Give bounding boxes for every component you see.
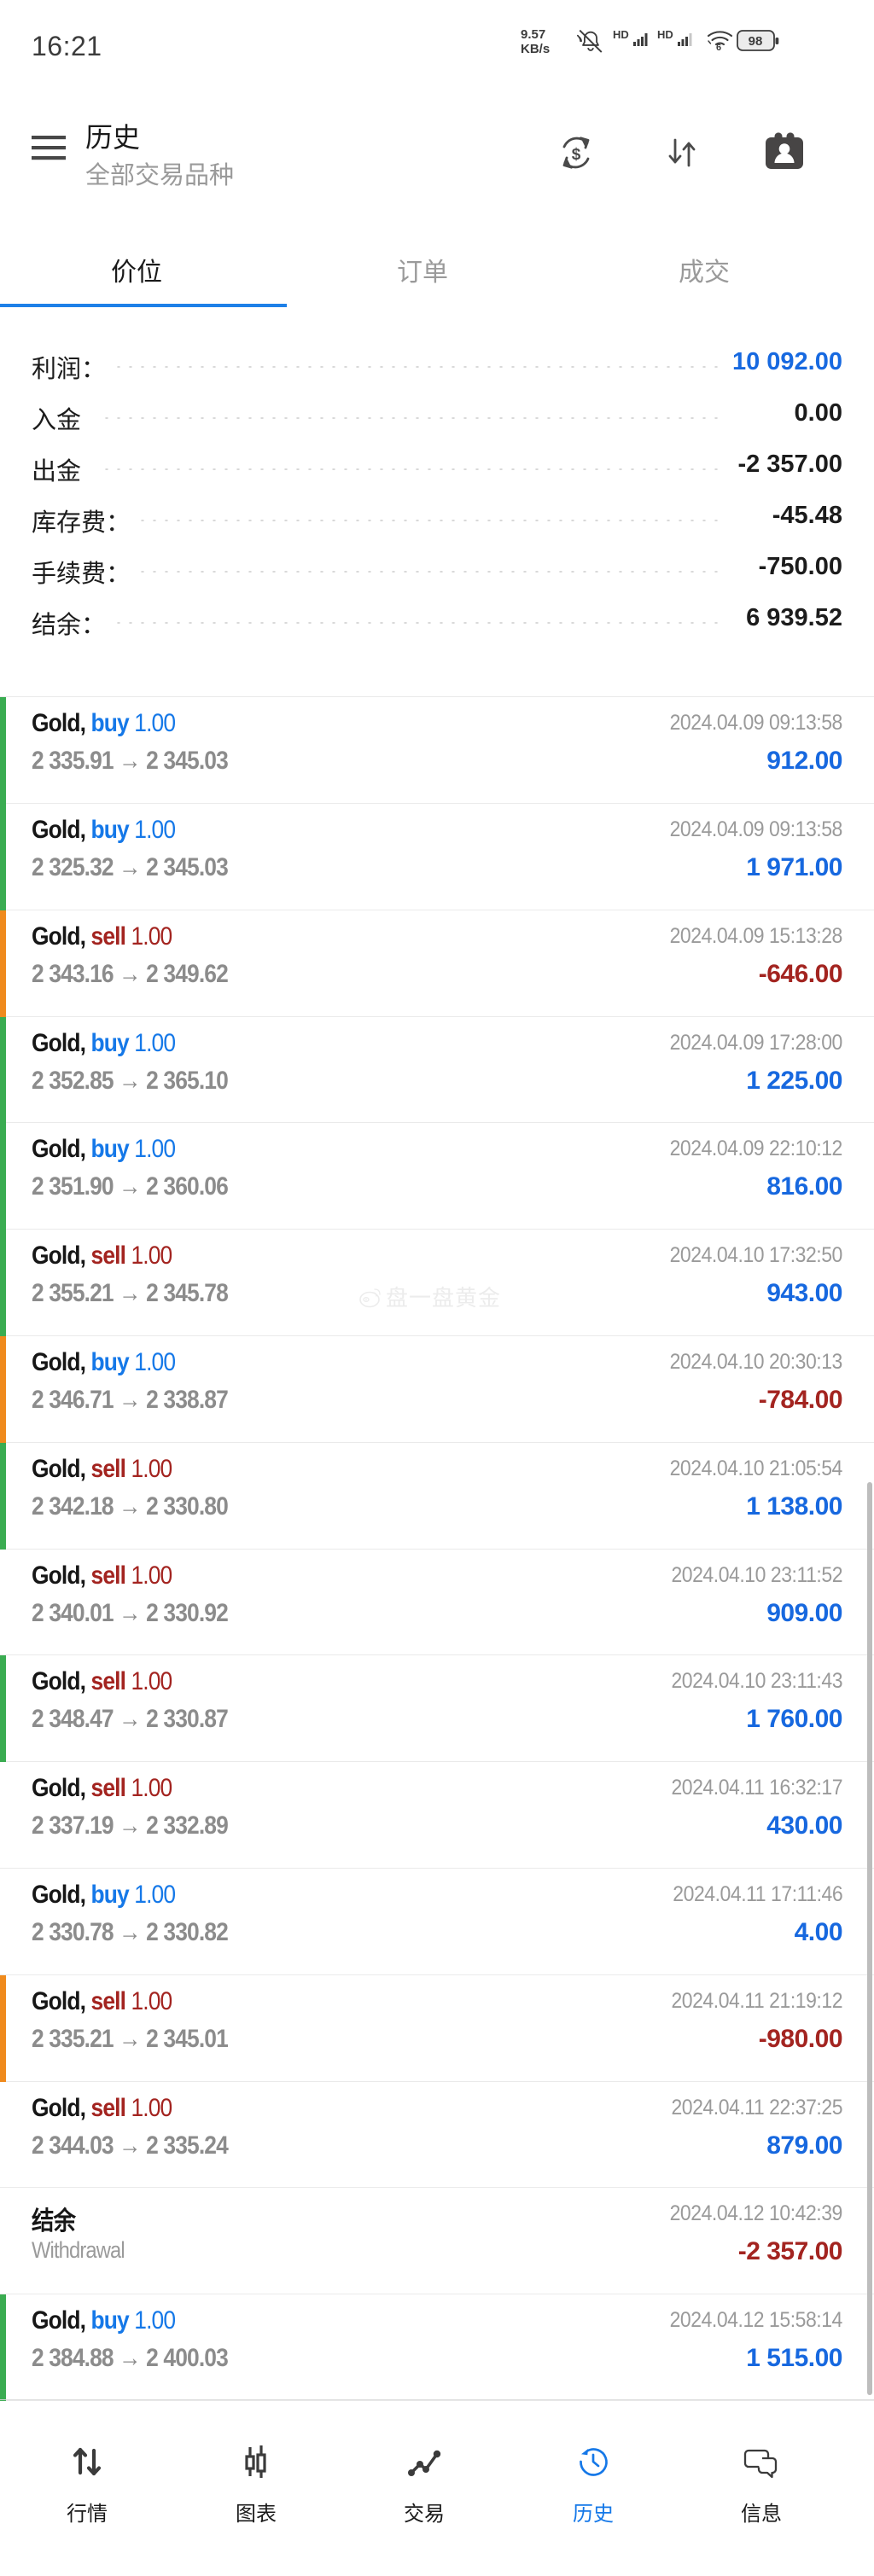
svg-text:$: $ [572,146,581,164]
svg-text:6: 6 [716,43,721,51]
svg-text:98: 98 [749,34,763,49]
